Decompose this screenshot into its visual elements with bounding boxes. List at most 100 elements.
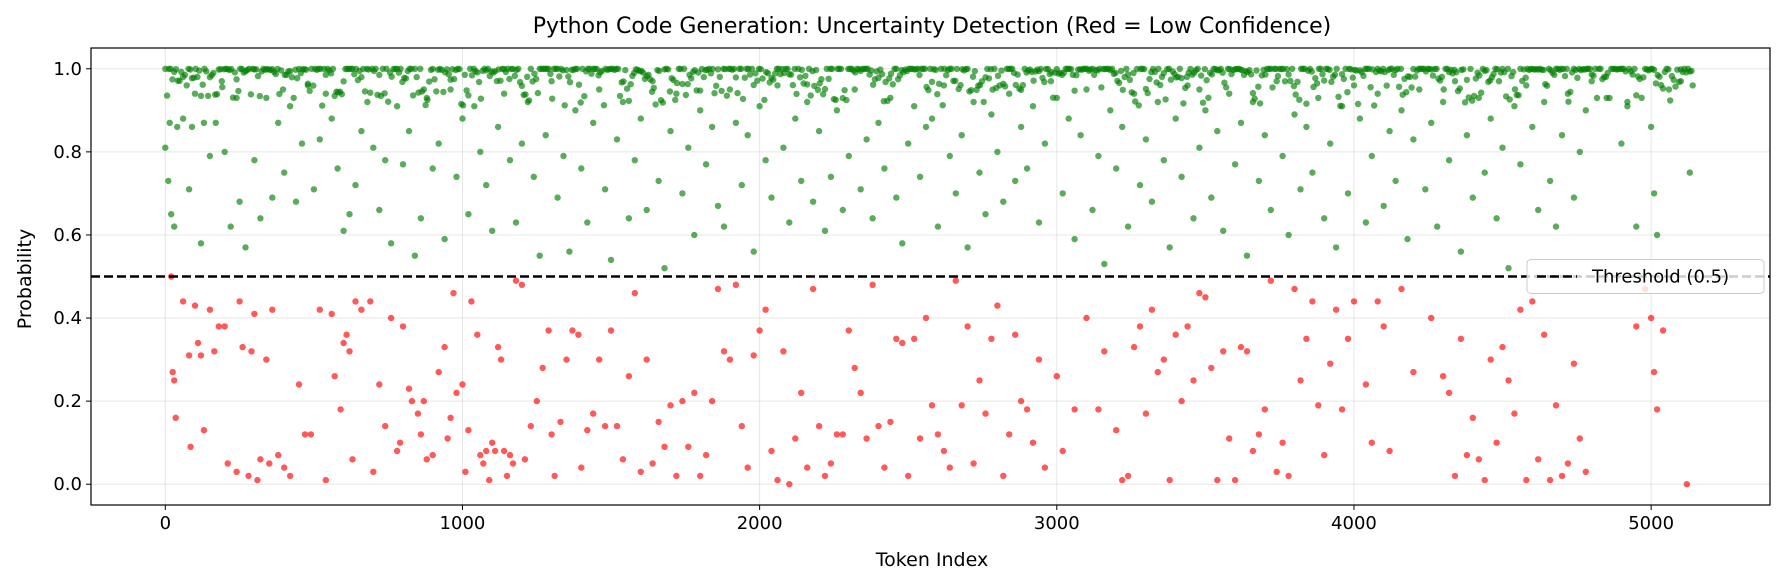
- low-confidence-point: [827, 460, 835, 467]
- high-confidence-point: [1012, 177, 1019, 185]
- high-confidence-point: [1667, 97, 1674, 104]
- high-confidence-point: [916, 71, 923, 79]
- high-confidence-point: [1126, 76, 1134, 84]
- high-confidence-point: [471, 103, 478, 110]
- low-confidence-point: [1017, 397, 1025, 405]
- high-confidence-point: [435, 140, 442, 147]
- low-confidence-point: [494, 343, 502, 351]
- high-confidence-point: [575, 81, 583, 88]
- high-confidence-point: [893, 194, 900, 201]
- low-confidence-point: [1184, 323, 1191, 330]
- low-confidence-point: [211, 348, 218, 355]
- high-confidence-point: [833, 107, 841, 114]
- high-confidence-point: [664, 66, 672, 73]
- high-confidence-point: [622, 66, 629, 74]
- low-confidence-point: [976, 377, 983, 384]
- high-confidence-point: [1475, 94, 1483, 102]
- high-confidence-point: [1123, 65, 1130, 73]
- low-confidence-point: [988, 335, 995, 342]
- high-confidence-point: [804, 98, 811, 106]
- high-confidence-point: [631, 157, 638, 164]
- high-confidence-point: [387, 240, 395, 247]
- high-confidence-point: [596, 86, 603, 93]
- high-confidence-point: [1593, 94, 1601, 102]
- high-confidence-point: [940, 82, 948, 89]
- high-confidence-point: [474, 69, 481, 76]
- high-confidence-point: [574, 65, 581, 73]
- high-confidence-point: [1196, 86, 1203, 93]
- high-confidence-point: [294, 75, 301, 82]
- high-confidence-point: [661, 265, 668, 272]
- low-confidence-point: [607, 327, 615, 334]
- high-confidence-point: [601, 186, 609, 193]
- high-confidence-point: [247, 91, 255, 98]
- high-confidence-point: [453, 173, 460, 180]
- low-confidence-point: [1487, 356, 1494, 363]
- high-confidence-point: [1665, 66, 1672, 73]
- high-confidence-point: [411, 65, 419, 73]
- high-confidence-point: [218, 78, 225, 85]
- high-confidence-point: [253, 66, 260, 73]
- low-confidence-point: [450, 289, 457, 297]
- high-confidence-point: [411, 252, 419, 259]
- high-confidence-point: [934, 91, 941, 98]
- low-confidence-point: [1475, 456, 1483, 463]
- high-confidence-point: [1650, 190, 1658, 197]
- high-confidence-point: [615, 65, 622, 73]
- high-confidence-point: [655, 177, 662, 185]
- low-confidence-point: [1633, 323, 1640, 330]
- low-confidence-point: [275, 451, 282, 459]
- low-confidence-point: [459, 381, 466, 388]
- low-confidence-point: [691, 389, 698, 396]
- high-confidence-point: [1262, 71, 1269, 78]
- high-confidence-point: [522, 91, 529, 98]
- high-confidence-point: [298, 140, 306, 147]
- low-confidence-point: [584, 427, 591, 434]
- high-confidence-point: [322, 71, 329, 79]
- high-confidence-point: [447, 86, 454, 93]
- low-confidence-point: [533, 397, 540, 405]
- low-confidence-point: [940, 447, 948, 455]
- high-confidence-point: [1267, 206, 1275, 214]
- low-confidence-point: [768, 447, 775, 455]
- low-confidence-point: [702, 451, 710, 459]
- high-confidence-point: [673, 90, 680, 97]
- low-confidence-point: [899, 339, 906, 347]
- high-confidence-point: [1180, 100, 1187, 107]
- high-confidence-point: [185, 186, 193, 193]
- high-confidence-point: [1338, 103, 1346, 110]
- high-confidence-point: [1490, 70, 1497, 78]
- high-confidence-point: [887, 70, 895, 77]
- high-confidence-point: [257, 215, 264, 222]
- low-confidence-point: [1481, 476, 1488, 484]
- high-confidence-point: [922, 123, 930, 131]
- low-confidence-point: [417, 431, 425, 438]
- low-confidence-point: [453, 389, 460, 396]
- low-confidence-point: [1220, 348, 1227, 355]
- low-confidence-point: [194, 339, 202, 347]
- low-confidence-point: [1576, 435, 1584, 442]
- low-confidence-point: [545, 327, 552, 334]
- high-confidence-point: [556, 73, 563, 80]
- low-confidence-point: [911, 335, 918, 342]
- low-confidence-point: [596, 356, 603, 363]
- high-confidence-point: [1604, 69, 1611, 77]
- high-confidence-point: [832, 96, 839, 104]
- high-confidence-point: [188, 123, 196, 131]
- low-confidence-point: [1273, 468, 1280, 475]
- high-confidence-point: [1633, 223, 1640, 230]
- high-confidence-point: [310, 186, 318, 193]
- high-confidence-point: [213, 91, 221, 98]
- high-confidence-point: [518, 140, 526, 147]
- high-confidence-point: [346, 211, 353, 218]
- low-confidence-point: [506, 451, 514, 459]
- high-confidence-point: [796, 74, 804, 81]
- high-confidence-point: [911, 103, 918, 110]
- high-confidence-point: [1098, 84, 1105, 91]
- high-confidence-point: [1506, 96, 1513, 103]
- low-confidence-point: [1142, 410, 1150, 417]
- high-confidence-point: [1624, 103, 1631, 110]
- low-confidence-point: [1564, 460, 1572, 467]
- x-axis-label: Token Index: [875, 549, 988, 571]
- high-confidence-point: [367, 89, 374, 96]
